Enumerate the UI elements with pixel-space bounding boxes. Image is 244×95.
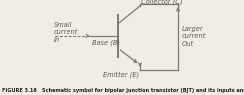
Text: Small
current
In: Small current In <box>54 22 78 43</box>
Text: Base (B): Base (B) <box>92 39 120 46</box>
Text: FIGURE 3.16   Schematic symbol for bipolar junction transistor (BJT) and its inp: FIGURE 3.16 Schematic symbol for bipolar… <box>2 88 244 93</box>
Text: Collector (C): Collector (C) <box>141 0 183 5</box>
Text: Emitter (E): Emitter (E) <box>103 71 139 78</box>
Text: Larger
current
Out: Larger current Out <box>182 25 206 46</box>
